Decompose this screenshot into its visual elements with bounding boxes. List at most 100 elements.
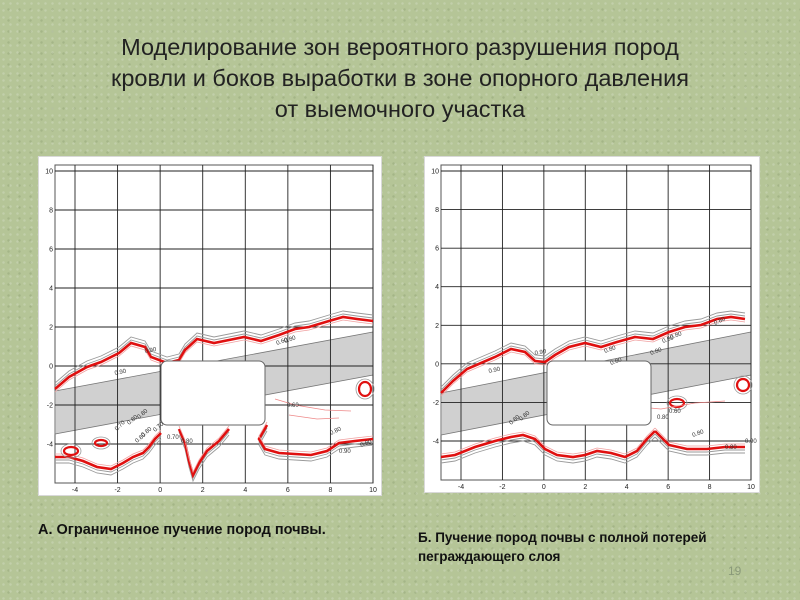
roof-contour-outer [54,310,374,384]
contour-value-label: 0.80 [329,426,343,437]
floor-contour-inner [440,427,656,455]
contour-value-label: 0.90 [488,367,501,375]
contour-value-label: 0.90 [114,369,127,377]
floor-contour-outer [55,438,162,476]
floor-contour-outer [258,427,374,459]
roof-contour-outer [440,313,746,391]
floor-contour-outer [654,433,745,453]
title-line-3: от выемочного участка [274,96,526,122]
roof-contour-critical [440,315,746,394]
floor-contour-inner [178,425,230,474]
floor-contour-outer [55,435,162,473]
y-tick-label: -2 [47,403,53,410]
x-tick-label: 8 [328,487,332,494]
contour-value-label: 0.80 [360,439,374,449]
caption-a: А. Ограниченное пучение пород почвы. [38,522,326,538]
contour-wisp [288,414,340,420]
caption-b: Б. Пучение пород почвы с полной потерей … [418,530,707,564]
contour-value-label: 0.90 [339,449,351,455]
contour-loop-critical [735,377,751,393]
x-tick-label: 6 [286,487,290,494]
y-tick-label: 0 [435,361,439,368]
contour-value-label: 0.80 [713,316,727,327]
floor-contour-outer [440,433,656,461]
roof-contour-outer [440,310,746,388]
x-tick-label: 4 [243,487,247,494]
contour-wisp [274,398,352,412]
contour-value-label: 0.80 [692,429,706,439]
y-tick-label: 8 [435,207,439,214]
floor-contour-outer [654,436,745,456]
x-tick-label: 6 [666,484,670,491]
floor-contour-critical [654,430,745,451]
roof-contour-outer [54,313,374,387]
contour-loop-critical [357,380,373,398]
plot-frame [54,164,374,484]
x-tick-label: -4 [458,484,464,491]
x-tick-label: 0 [158,487,162,494]
floor-contour-critical [55,432,162,471]
contour-value-label: 0.90 [534,349,547,357]
x-tick-label: 0 [542,484,546,491]
y-tick-label: 8 [49,208,53,215]
page-number: 19 [728,564,742,578]
y-tick-label: 6 [49,247,53,254]
contour-loop-outer [733,375,753,395]
y-tick-label: -4 [433,439,439,446]
contour-loop-outer [60,443,82,459]
floor-contour-outer [258,430,374,462]
roof-contour-inner [54,319,374,393]
y-tick-label: 2 [49,325,53,332]
title-line-2: кровли и боков выработки в зоне опорного… [111,65,689,91]
x-tick-label: 10 [747,484,755,491]
excavation-opening [546,360,652,426]
contour-value-label: 0.80 [650,347,664,357]
contour-value-label: 0.80 [610,357,624,367]
contour-value-label: 0.80 [670,331,684,341]
plot-panel-b: 10 8 6 4 2 0 -2 -4 -4 -2 0 2 4 6 8 10 0.90 0.90 0.80 0.80 0.… [424,156,760,493]
floor-contour-critical [257,424,374,457]
y-tick-label: 10 [45,169,53,176]
y-tick-label: 6 [435,246,439,253]
floor-contour-outer [178,434,230,483]
x-tick-label: 4 [625,484,629,491]
y-tick-label: -4 [47,442,53,449]
y-tick-label: 0 [49,364,53,371]
contour-loop-critical [668,397,686,409]
floor-contour-inner [55,429,162,467]
contour-value-label: 0.60 [669,409,681,415]
contour-value-label: 0.80 [140,426,153,439]
x-tick-label: 2 [201,487,205,494]
x-tick-label: -2 [114,487,120,494]
contour-value-label: 0.80 [657,415,669,421]
contour-value-label: 0.90 [144,347,157,355]
contour-value-label: 0.90 [745,439,757,445]
floor-contour-outer [440,436,656,464]
plot-panel-a: 10 8 6 4 2 0 -2 -4 -4 -2 0 2 4 6 8 10 0.90 0.90 0.60 0.80 0.… [38,156,382,496]
roof-contour-critical [54,315,374,390]
floor-contour-inner [654,427,745,447]
contour-loop-outer [355,378,375,400]
contour-value-label: 0.60 [276,337,290,347]
contour-value-label: 0.70 [167,435,179,441]
contour-value-label: 0.80 [725,445,737,451]
contour-value-label: 0.80 [284,335,298,345]
contour-loop-critical [62,445,80,457]
y-tick-label: 4 [435,284,439,291]
y-tick-label: 4 [49,286,53,293]
y-tick-label: -2 [433,400,439,407]
contour-loop-critical [93,438,109,448]
x-tick-label: 8 [708,484,712,491]
x-tick-label: -2 [499,484,505,491]
title-line-1: Моделирование зон вероятного разрушения … [121,34,679,60]
x-tick-label: 2 [583,484,587,491]
contour-value-label: 0.80 [181,439,193,445]
y-tick-label: 10 [431,169,439,176]
x-tick-label: 10 [369,487,377,494]
contour-value-label: 0.60 [287,403,299,409]
floor-contour-critical [177,428,230,479]
contour-value-label: 0.80 [662,335,676,345]
contour-loop-outer [91,436,111,450]
